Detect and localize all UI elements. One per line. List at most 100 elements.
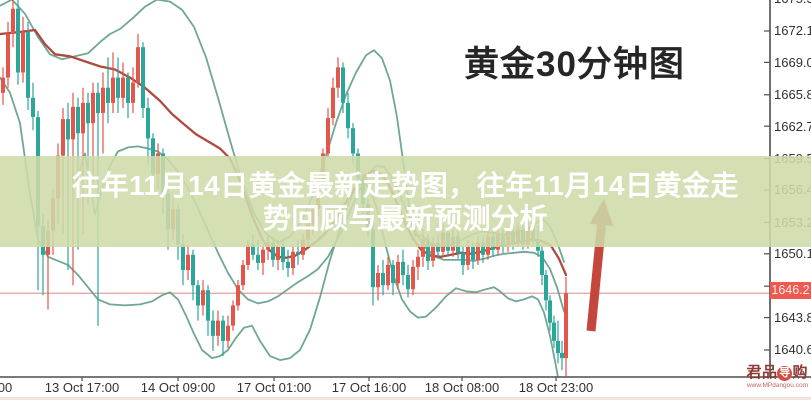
banner-title-line2: 势回顾与最新预测分析 [262,202,548,234]
candle-body [26,32,30,98]
candle-body [346,102,350,129]
watermark-brand-right: 购 [792,364,808,381]
candle-body [126,77,130,103]
candle-body [11,8,15,34]
x-axis-label: 13 Oct 02:00 [0,380,13,395]
current-price-tag: 1646.2 [770,282,811,299]
x-axis-label: 17 Oct 16:00 [331,380,407,395]
candle-body [291,251,295,268]
candle-body [76,106,80,134]
candle-body [31,97,35,117]
candle-body [246,244,250,265]
candle-body [146,108,150,139]
candle-body [1,77,5,93]
candle-body [251,244,255,255]
candle-body [241,264,245,286]
bollinger-lower-band [0,76,559,377]
candle-body [476,242,480,260]
y-axis-label: 1672.1 [774,23,811,39]
candle-body [351,128,355,154]
candle-body [216,320,220,336]
candle-body [276,246,280,260]
candle-body [271,242,275,260]
y-axis-label: 1640.6 [774,342,811,358]
candle-body [221,320,225,341]
candle-body [181,244,185,270]
candle-body [201,290,205,306]
candle-body [331,87,335,119]
candle-body [416,256,420,267]
candle-body [296,251,300,255]
x-axis-label: 18 Oct 08:00 [424,380,500,395]
candle-body [341,67,345,103]
candle-body [136,47,140,83]
candle-body [231,305,235,326]
candle-body [116,77,120,98]
candle-body [286,261,290,268]
candle-body [391,264,395,284]
y-axis-label: 1662.7 [774,118,811,134]
banner-title-line1: 往年11月14日黄金最新走势图，往年11月14日黄金走 [72,169,739,201]
candle-body [371,229,375,288]
candle-body [121,77,125,98]
news-banner: 往年11月14日黄金最新走势图，往年11月14日黄金走 势回顾与最新预测分析 [0,156,811,247]
candle-body [186,254,190,270]
candle-body [386,264,390,286]
candle-body [466,246,470,265]
candle-body [106,87,110,103]
candle-body [548,300,552,323]
candle-body [552,322,556,341]
x-axis-label: 18 Oct 23:00 [518,380,594,395]
watermark-url: www.MPdangou.com [746,382,808,389]
candle-body [111,77,115,103]
candle-body [71,106,75,140]
candle-body [461,252,465,265]
candle-body [381,273,385,286]
candle-body [96,92,100,114]
candle-body [421,239,425,257]
candle-body [411,266,415,290]
candle-body [560,353,564,359]
candle-body [396,261,400,284]
candle-body [256,254,260,263]
bottom-edge-strip [0,397,811,400]
candle-body [471,246,475,260]
candle-body [86,102,90,124]
x-axis-label: 14 Oct 09:00 [140,380,216,395]
candle-body [436,242,440,252]
candle-body [226,325,230,341]
candle-body [406,275,410,290]
candle-body [61,119,65,156]
candle-body [16,8,20,73]
candle-body [191,254,195,286]
candle-body [281,246,285,262]
candle-body [141,47,145,108]
candle-body [81,102,85,134]
candle-body [426,239,430,261]
candle-body [544,275,548,301]
candle-body [564,293,568,359]
candle-body [540,250,544,275]
y-axis-label: 1675.3 [774,0,811,6]
candle-body [336,67,340,88]
candle-body [66,119,70,140]
candle-body [6,34,10,78]
watermark-logo-icon: 导 [777,366,793,381]
x-axis-label: 17 Oct 01:00 [236,380,312,395]
candle-body [326,118,330,154]
x-axis-label: 13 Oct 17:00 [44,380,120,395]
watermark-brand: 君品导购 [746,365,808,381]
candle-body [261,249,265,263]
candle-body [301,239,305,255]
y-axis-label: 1665.8 [774,87,811,103]
candle-body [431,242,435,261]
candle-body [131,82,135,103]
y-axis-label: 1650.1 [774,246,811,262]
chart-title: 黄金30分钟图 [464,45,685,84]
y-axis-label: 1643.8 [774,310,811,326]
site-watermark: 君品导购 www.MPdangou.com [746,365,808,390]
candle-body [206,290,210,321]
candle-body [236,285,240,306]
candle-body [481,242,485,255]
candle-body [21,32,25,73]
